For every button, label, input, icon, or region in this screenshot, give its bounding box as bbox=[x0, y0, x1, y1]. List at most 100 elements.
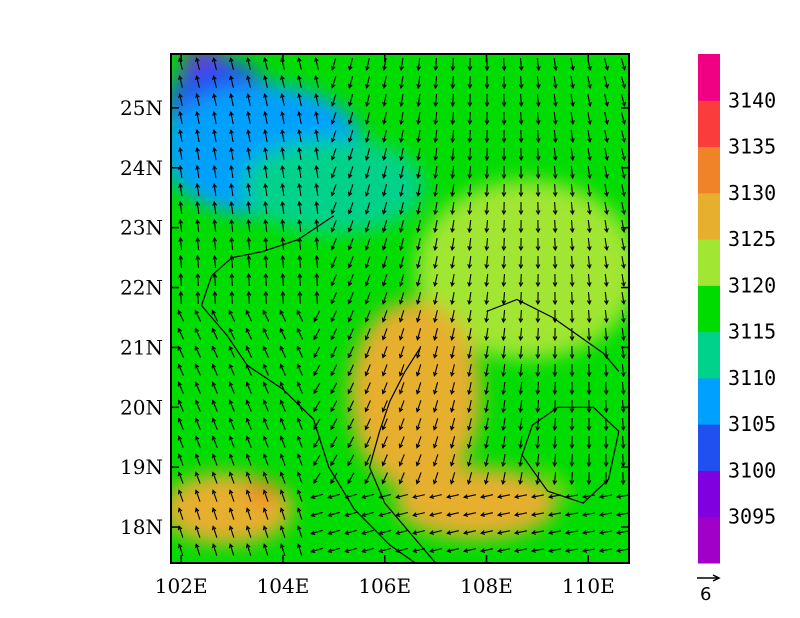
wind-arrow bbox=[212, 110, 217, 125]
wind-arrow bbox=[429, 512, 442, 517]
wind-arrow bbox=[484, 291, 490, 306]
wind-arrow bbox=[296, 309, 304, 322]
wind-arrow bbox=[310, 493, 323, 500]
wind-arrow bbox=[450, 183, 456, 198]
wind-arrow bbox=[347, 238, 354, 251]
wind-arrow bbox=[177, 381, 184, 394]
y-tick-label: 25N bbox=[120, 96, 163, 120]
wind-arrow bbox=[467, 129, 473, 144]
wind-arrow bbox=[297, 75, 302, 88]
wind-arrow bbox=[330, 346, 338, 359]
wind-arrow bbox=[586, 291, 592, 306]
boundary-line bbox=[200, 215, 416, 563]
wind-arrow bbox=[245, 363, 252, 376]
wind-arrow bbox=[484, 472, 489, 485]
wind-arrow bbox=[569, 345, 575, 360]
wind-arrow bbox=[552, 363, 558, 378]
wind-arrow bbox=[262, 471, 269, 484]
wind-arrow bbox=[467, 274, 472, 288]
wind-arrow bbox=[263, 75, 268, 88]
wind-arrow bbox=[280, 254, 286, 269]
wind-arrow bbox=[330, 364, 338, 377]
wind-arrow bbox=[552, 93, 558, 108]
wind-arrow bbox=[245, 507, 252, 520]
wind-arrow bbox=[246, 272, 252, 287]
wind-arrow bbox=[297, 164, 302, 178]
wind-arrow bbox=[535, 309, 541, 324]
wind-arrow bbox=[467, 345, 472, 360]
wind-arrow bbox=[415, 292, 422, 305]
wind-arrow bbox=[450, 364, 455, 377]
wind-arrow bbox=[535, 471, 541, 486]
wind-arrow bbox=[246, 164, 251, 178]
wind-arrow bbox=[399, 184, 404, 197]
wind-arrow bbox=[178, 92, 183, 107]
wind-arrow bbox=[603, 363, 609, 378]
wind-arrow bbox=[262, 543, 269, 556]
wind-arrow bbox=[398, 238, 405, 251]
wind-arrow bbox=[195, 218, 201, 233]
wind-arrow bbox=[262, 309, 270, 322]
wind-arrow bbox=[381, 310, 388, 323]
wind-arrow bbox=[621, 148, 626, 161]
wind-arrow bbox=[313, 57, 319, 70]
wind-arrow bbox=[484, 435, 489, 450]
wind-arrow bbox=[347, 310, 354, 323]
wind-arrow bbox=[552, 76, 558, 90]
wind-arrow bbox=[314, 254, 320, 269]
wind-arrow bbox=[450, 129, 456, 144]
wind-arrow bbox=[364, 274, 371, 287]
wind-arrow bbox=[245, 543, 252, 556]
wind-arrow bbox=[603, 256, 609, 270]
wind-arrow bbox=[604, 220, 609, 234]
wind-arrow bbox=[416, 94, 422, 108]
wind-arrow bbox=[450, 327, 455, 342]
wind-arrow bbox=[479, 512, 494, 517]
wind-arrow bbox=[450, 202, 456, 216]
wind-arrow bbox=[535, 435, 541, 450]
wind-arrow bbox=[381, 418, 388, 431]
wind-arrow bbox=[364, 310, 371, 323]
wind-arrow bbox=[604, 202, 609, 216]
field-region-orange-center bbox=[349, 299, 482, 492]
wind-arrow bbox=[296, 489, 303, 502]
wind-arrow bbox=[398, 292, 405, 305]
wind-arrow bbox=[581, 512, 595, 517]
wind-arrow bbox=[296, 453, 303, 466]
wind-arrow bbox=[462, 512, 477, 517]
wind-arrow bbox=[467, 327, 472, 342]
wind-arrow bbox=[604, 76, 610, 89]
wind-arrow bbox=[194, 345, 202, 358]
wind-arrow bbox=[246, 92, 251, 107]
wind-arrow bbox=[412, 530, 425, 536]
wind-arrow bbox=[415, 382, 422, 395]
colorbar-segment bbox=[698, 54, 720, 101]
wind-arrow bbox=[496, 494, 511, 499]
wind-arrow bbox=[466, 472, 473, 485]
wind-arrow bbox=[547, 548, 562, 553]
wind-arrow bbox=[466, 436, 472, 449]
wind-arrow bbox=[569, 381, 575, 396]
wind-arrow bbox=[484, 417, 489, 432]
wind-arrow bbox=[416, 219, 421, 234]
wind-arrow bbox=[552, 291, 558, 306]
wind-arrow bbox=[569, 435, 575, 450]
wind-arrow bbox=[564, 530, 578, 535]
colorbar-label: 3120 bbox=[728, 273, 776, 297]
wind-arrow bbox=[280, 128, 285, 143]
wind-arrow bbox=[177, 525, 184, 538]
wind-arrow bbox=[501, 201, 507, 216]
wind-arrow bbox=[245, 489, 252, 502]
wind-arrow bbox=[479, 530, 494, 535]
wind-arrow bbox=[621, 274, 626, 288]
wind-arrow bbox=[535, 111, 541, 126]
wind-arrow bbox=[415, 328, 422, 341]
wind-arrow bbox=[228, 327, 235, 340]
wind-arrow bbox=[297, 110, 302, 125]
wind-arrow bbox=[449, 418, 456, 431]
field-region-teal-north bbox=[242, 137, 426, 234]
wind-arrow bbox=[229, 290, 235, 305]
wind-arrow bbox=[279, 417, 286, 430]
wind-arrow bbox=[479, 548, 494, 553]
wind-arrow bbox=[262, 507, 269, 520]
